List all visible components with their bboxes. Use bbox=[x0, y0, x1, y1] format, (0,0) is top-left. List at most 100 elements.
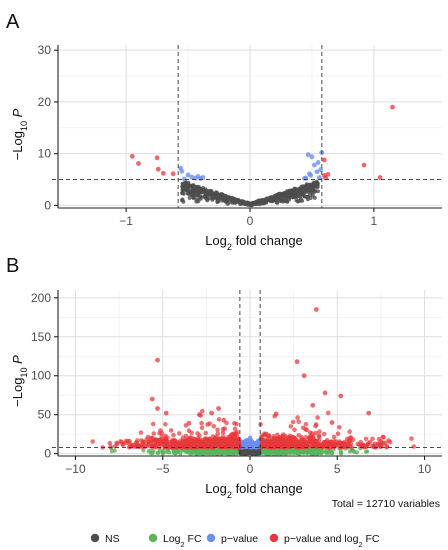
both-point bbox=[200, 408, 205, 414]
both-point bbox=[310, 431, 315, 436]
ns-point bbox=[204, 196, 209, 201]
both-point bbox=[199, 420, 204, 426]
both-point bbox=[330, 443, 336, 449]
ns-point bbox=[223, 195, 228, 200]
both-point bbox=[195, 431, 200, 436]
ns-point bbox=[195, 191, 200, 195]
pvalue-point bbox=[305, 152, 311, 158]
pvalue-point bbox=[179, 168, 185, 174]
both-point bbox=[131, 444, 136, 449]
pvalue-point bbox=[314, 169, 320, 175]
ns-point bbox=[232, 198, 237, 203]
fc-point bbox=[205, 449, 210, 454]
both-point bbox=[292, 427, 297, 433]
both-point bbox=[326, 410, 331, 416]
legend-item: p−value bbox=[206, 533, 258, 545]
both-point bbox=[199, 443, 204, 448]
both-point bbox=[384, 445, 390, 450]
y-tick-label: 0 bbox=[44, 198, 51, 212]
both-point bbox=[331, 434, 337, 440]
fc-point bbox=[307, 449, 312, 454]
ns-point bbox=[180, 191, 185, 196]
both-point bbox=[119, 439, 125, 445]
both-point bbox=[310, 442, 315, 447]
both-point bbox=[232, 426, 238, 432]
both-point bbox=[261, 437, 267, 443]
both-point bbox=[378, 444, 383, 450]
fc-point bbox=[364, 449, 368, 454]
ns-point bbox=[313, 189, 318, 193]
both-point bbox=[180, 438, 186, 444]
ns-point bbox=[186, 187, 191, 192]
y-tick-label: 50 bbox=[38, 408, 52, 422]
both-point bbox=[234, 421, 239, 427]
legend-item: Log2 FC bbox=[148, 533, 202, 549]
both-point bbox=[195, 444, 200, 449]
both-point bbox=[211, 423, 217, 429]
both-point bbox=[203, 430, 208, 436]
ns-point bbox=[192, 185, 197, 190]
pvalue-point bbox=[189, 174, 195, 180]
legend-swatch bbox=[90, 533, 100, 543]
ns-point bbox=[215, 200, 220, 205]
both-point bbox=[338, 393, 344, 399]
fc-point bbox=[193, 449, 197, 454]
x-tick-label: 0 bbox=[247, 462, 254, 476]
ns-point bbox=[225, 201, 230, 206]
both-point bbox=[360, 442, 365, 447]
ns-point bbox=[249, 202, 254, 207]
both-point bbox=[367, 439, 373, 445]
both-point bbox=[158, 428, 163, 433]
fc-point bbox=[348, 449, 352, 454]
both-point bbox=[220, 430, 226, 435]
legend-label: Log2 FC bbox=[163, 533, 202, 549]
fc-point bbox=[141, 448, 146, 453]
ns-point bbox=[180, 197, 185, 202]
both-point bbox=[313, 430, 319, 436]
ns-point bbox=[272, 196, 277, 201]
ns-point bbox=[276, 195, 281, 199]
y-tick-label: 200 bbox=[31, 291, 51, 305]
both-point bbox=[151, 431, 157, 436]
both-point bbox=[286, 440, 291, 446]
both-point bbox=[148, 435, 153, 441]
both-point bbox=[123, 440, 129, 446]
legend-item: p−value and log2 FC bbox=[269, 533, 380, 549]
ns-point bbox=[298, 194, 303, 199]
both-point bbox=[411, 444, 417, 449]
both-point bbox=[310, 402, 316, 408]
fc-point bbox=[156, 451, 161, 455]
both-point bbox=[145, 441, 150, 447]
both-point bbox=[386, 438, 392, 443]
fc-point bbox=[212, 449, 217, 454]
ns-point bbox=[189, 191, 194, 196]
both-point bbox=[202, 436, 208, 441]
ns-point bbox=[194, 199, 199, 204]
both-point bbox=[315, 415, 320, 420]
both-point bbox=[231, 442, 236, 448]
both-point bbox=[163, 421, 168, 427]
x-tick-label: 0 bbox=[247, 214, 254, 228]
both-point bbox=[295, 415, 300, 420]
ns-point bbox=[187, 195, 192, 200]
x-tick-label: 1 bbox=[371, 214, 378, 228]
legend-swatch bbox=[269, 533, 279, 543]
both-point bbox=[228, 437, 233, 443]
ns-point bbox=[260, 198, 265, 203]
x-tick-label: −1 bbox=[119, 214, 133, 228]
fc-point bbox=[150, 451, 155, 456]
both-point bbox=[149, 396, 155, 402]
both-point bbox=[155, 166, 161, 172]
x-tick-label: −10 bbox=[65, 462, 86, 476]
both-point bbox=[215, 427, 220, 433]
both-point bbox=[290, 419, 296, 425]
x-tick-label: 10 bbox=[418, 462, 432, 476]
both-point bbox=[170, 171, 176, 177]
both-point bbox=[150, 421, 156, 427]
both-point bbox=[213, 437, 219, 443]
both-point bbox=[278, 436, 284, 441]
both-point bbox=[390, 104, 395, 110]
both-point bbox=[186, 420, 192, 426]
both-point bbox=[269, 443, 275, 448]
